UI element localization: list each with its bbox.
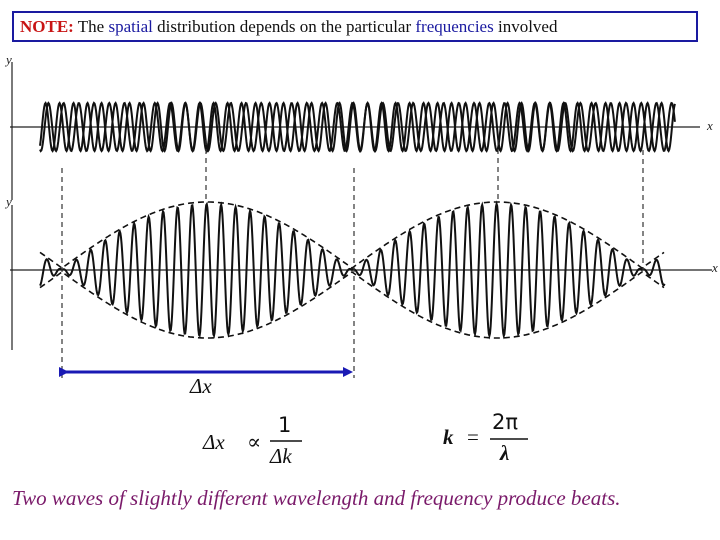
formula-left-relation: ∝ xyxy=(247,430,262,454)
note-text-3: involved xyxy=(493,17,558,36)
formula-right-equals: = xyxy=(467,425,479,449)
envelope-upper xyxy=(39,201,665,269)
caption: Two waves of slightly different waveleng… xyxy=(12,486,621,510)
top-wave-b xyxy=(39,101,676,153)
envelope-lower xyxy=(39,271,665,339)
note-text-1: The xyxy=(77,17,109,36)
formula-left-numerator: 1 xyxy=(278,413,292,437)
delta-x-label: Δx xyxy=(189,374,212,398)
note-keyword-frequencies: frequencies xyxy=(415,17,494,36)
note-label: NOTE: xyxy=(20,17,74,36)
formula-right-lhs: k xyxy=(443,425,454,449)
beat-wave xyxy=(39,200,666,340)
formula-right-numerator: 2π xyxy=(492,410,519,434)
formula-left-lhs: Δx xyxy=(203,430,225,454)
note-keyword-spatial: spatial xyxy=(108,17,153,36)
note-text-2: distribution depends on the particular xyxy=(152,17,416,36)
bottom-x-label: x xyxy=(711,260,718,275)
top-y-label: y xyxy=(4,52,12,67)
top-x-label: x xyxy=(706,118,713,133)
bottom-y-label: y xyxy=(4,194,12,209)
note-box: NOTE: The spatial distribution depends o… xyxy=(12,11,698,42)
formula-right-denominator: λ xyxy=(500,441,510,465)
formula-left-denominator: Δk xyxy=(270,444,292,468)
